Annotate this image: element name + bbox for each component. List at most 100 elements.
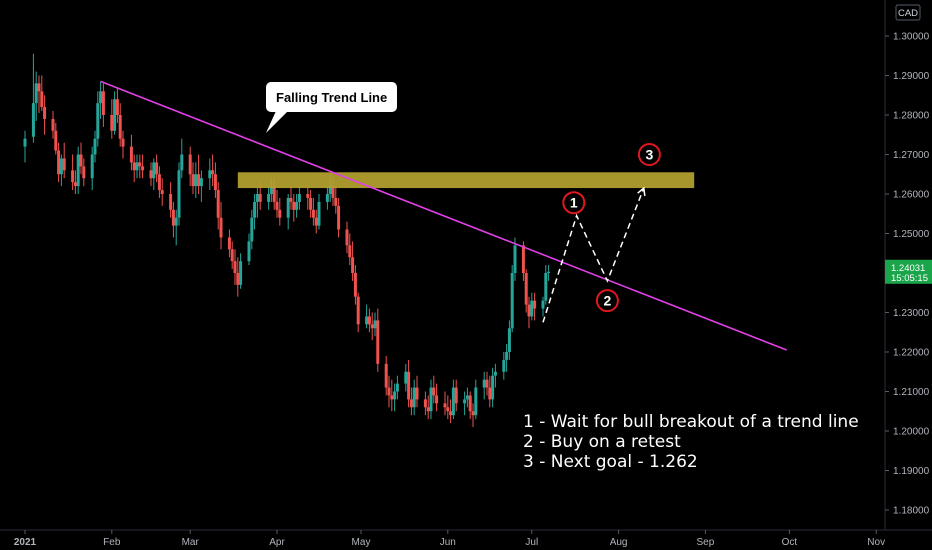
candle bbox=[493, 363, 497, 388]
candle-body bbox=[90, 154, 94, 179]
projected-path bbox=[542, 187, 645, 323]
candle bbox=[157, 166, 161, 198]
time-tick-label: 2021 bbox=[14, 537, 37, 548]
candle-body bbox=[174, 217, 178, 226]
candle bbox=[365, 304, 369, 329]
candle-body bbox=[407, 371, 411, 400]
callout-pointer bbox=[266, 111, 288, 133]
candle-body bbox=[527, 304, 531, 317]
candle bbox=[351, 241, 355, 281]
candle bbox=[31, 53, 35, 143]
candle-body bbox=[432, 387, 436, 396]
candle-body bbox=[135, 162, 139, 171]
candle-body bbox=[76, 154, 80, 187]
time-tick-label: Nov bbox=[867, 537, 885, 548]
candle-body bbox=[328, 186, 332, 194]
step-circle bbox=[595, 289, 619, 313]
candle-body bbox=[297, 194, 301, 202]
candle bbox=[177, 162, 181, 226]
candle bbox=[426, 395, 430, 420]
candle-body bbox=[233, 261, 237, 273]
candle bbox=[295, 194, 299, 218]
time-axis[interactable]: 2021 Feb Mar Apr May Jun Jul Aug Sep Oct Nov bbox=[14, 530, 885, 548]
candle bbox=[211, 154, 215, 187]
price-tick-label: 1.20000 bbox=[893, 427, 930, 438]
candle-body bbox=[435, 395, 439, 404]
candle-body bbox=[317, 201, 321, 226]
candle bbox=[236, 257, 240, 297]
candle-body bbox=[502, 359, 506, 372]
candle bbox=[132, 154, 136, 183]
candle-body bbox=[129, 146, 133, 163]
note-line-3: 3 - Next goal - 1.262 bbox=[523, 452, 698, 472]
candle-body bbox=[62, 158, 66, 171]
candle bbox=[297, 186, 301, 210]
candle-body bbox=[152, 162, 156, 179]
candle-body bbox=[393, 391, 397, 400]
candle bbox=[90, 146, 94, 191]
candle bbox=[253, 194, 257, 230]
candle bbox=[152, 158, 156, 191]
candle bbox=[325, 186, 329, 210]
candle-body bbox=[292, 201, 296, 210]
candle-body bbox=[345, 229, 349, 246]
candle bbox=[521, 241, 525, 281]
candle bbox=[43, 95, 47, 135]
candle bbox=[160, 178, 164, 206]
candle-body bbox=[211, 170, 215, 175]
candle bbox=[468, 391, 472, 420]
candle bbox=[110, 99, 114, 139]
time-tick-label: Sep bbox=[697, 537, 715, 548]
price-tick-label: 1.29000 bbox=[893, 71, 930, 82]
candle bbox=[227, 229, 231, 258]
candle-body bbox=[365, 316, 369, 325]
candle bbox=[463, 391, 467, 416]
candle-body bbox=[412, 387, 416, 408]
candle bbox=[275, 190, 279, 218]
candle-body bbox=[449, 411, 453, 416]
candle bbox=[188, 146, 192, 187]
callout-label: Falling Trend Line bbox=[276, 90, 387, 105]
candle bbox=[432, 375, 436, 404]
candle-body bbox=[110, 115, 114, 131]
candle bbox=[435, 383, 439, 412]
candle-body bbox=[51, 118, 55, 131]
candle-body bbox=[275, 201, 279, 210]
candle-body bbox=[258, 194, 262, 202]
candle-body bbox=[99, 91, 103, 104]
candle-body bbox=[286, 197, 290, 218]
candle-body bbox=[269, 186, 273, 194]
candle-body bbox=[34, 83, 38, 104]
candle bbox=[62, 142, 66, 179]
candle-body bbox=[272, 186, 276, 202]
candle bbox=[309, 190, 313, 218]
candle bbox=[54, 122, 58, 155]
candle bbox=[101, 83, 105, 127]
time-tick-label: Aug bbox=[610, 537, 628, 548]
candle-body bbox=[191, 174, 195, 187]
candle-body bbox=[334, 197, 338, 206]
candle-body bbox=[171, 209, 175, 226]
candle bbox=[171, 201, 175, 238]
candle-body bbox=[57, 150, 61, 175]
note-line-1: 1 - Wait for bull breakout of a trend li… bbox=[523, 412, 859, 432]
candle bbox=[541, 296, 545, 317]
candle bbox=[230, 241, 234, 270]
candle-body bbox=[463, 399, 467, 404]
candle bbox=[155, 154, 159, 183]
candle-body bbox=[121, 138, 125, 147]
candle bbox=[99, 81, 103, 119]
candle bbox=[370, 312, 374, 341]
price-tick-label: 1.28000 bbox=[893, 111, 930, 122]
candle-body bbox=[451, 387, 455, 416]
candle-body bbox=[482, 379, 486, 388]
candle-body bbox=[353, 273, 357, 297]
candle-body bbox=[255, 194, 259, 202]
candle bbox=[395, 375, 399, 400]
candle-body bbox=[541, 300, 545, 309]
candle bbox=[213, 162, 217, 198]
candle-body bbox=[468, 395, 472, 412]
candle bbox=[135, 154, 139, 179]
candle bbox=[367, 308, 371, 333]
